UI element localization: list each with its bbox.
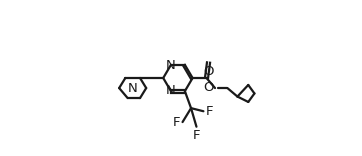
Text: F: F [206, 105, 214, 118]
Text: N: N [127, 82, 137, 95]
Text: F: F [193, 129, 200, 142]
Text: O: O [203, 65, 214, 78]
Text: N: N [165, 59, 175, 72]
Text: O: O [204, 81, 214, 94]
Text: N: N [165, 84, 175, 97]
Text: F: F [172, 116, 180, 129]
